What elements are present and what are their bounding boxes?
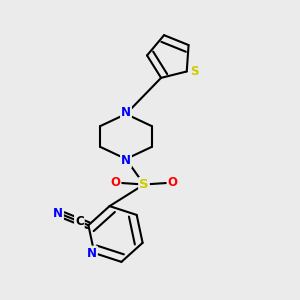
Text: N: N	[121, 154, 131, 167]
Text: O: O	[167, 176, 178, 190]
Text: O: O	[110, 176, 121, 190]
Text: N: N	[121, 106, 131, 119]
Text: S: S	[139, 178, 149, 191]
Text: S: S	[190, 65, 199, 78]
Text: N: N	[53, 207, 63, 220]
Text: N: N	[87, 247, 97, 260]
Text: C: C	[75, 215, 84, 228]
